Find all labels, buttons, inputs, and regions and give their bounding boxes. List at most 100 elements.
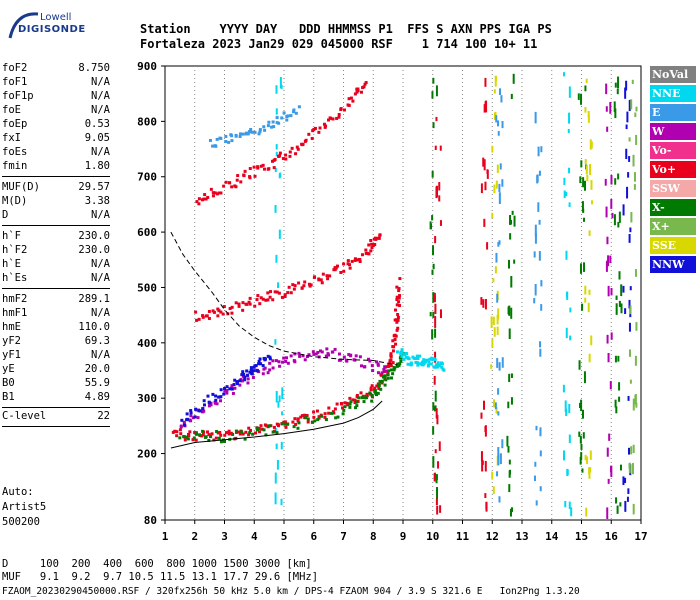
echo-point: [182, 420, 186, 424]
echo-point: [358, 355, 362, 359]
digisonde-arc-icon: [8, 12, 39, 39]
echo-point: [202, 399, 206, 403]
noise-dot: [431, 329, 434, 340]
echo-point: [213, 144, 217, 148]
echo-point: [248, 370, 252, 374]
echo-point: [360, 396, 364, 400]
noise-dot: [630, 212, 633, 223]
noise-dot: [275, 254, 278, 263]
x-tick-label: 17: [634, 530, 647, 543]
legend-item-vo: Vo-: [650, 142, 696, 159]
echo-point: [364, 248, 368, 252]
noise-dot: [627, 395, 630, 401]
noise-dot: [565, 191, 568, 197]
noise-dot: [566, 469, 569, 476]
echo-point: [382, 370, 386, 374]
echo-point: [219, 310, 223, 314]
echo-point: [369, 386, 373, 390]
noise-dot: [563, 72, 566, 77]
noise-dot: [622, 204, 625, 216]
x-tick-label: 2: [191, 530, 198, 543]
echo-point: [277, 360, 281, 364]
echo-point: [355, 258, 359, 262]
echo-point: [171, 430, 175, 434]
noise-dot: [615, 295, 618, 300]
echo-point: [391, 349, 395, 353]
echo-point: [343, 401, 347, 405]
noise-dot: [581, 303, 584, 311]
echo-point: [300, 286, 304, 290]
echo-point: [358, 260, 362, 264]
echo-point: [303, 280, 307, 284]
echo-point: [269, 290, 273, 294]
echo-point: [395, 320, 399, 324]
noise-dot: [628, 349, 631, 357]
noise-dot: [434, 303, 437, 315]
echo-point: [195, 200, 199, 204]
echo-point: [312, 415, 316, 419]
echo-point: [393, 333, 397, 337]
noise-dot: [439, 220, 442, 226]
echo-point: [320, 350, 324, 354]
param-row-clevel: C-level 22: [2, 410, 110, 424]
echo-point: [258, 128, 262, 132]
echo-point: [396, 315, 400, 319]
echo-point: [403, 353, 407, 357]
echo-point: [400, 348, 404, 352]
noise-dot: [534, 461, 537, 467]
echo-point: [205, 314, 209, 318]
echo-point: [257, 132, 261, 136]
echo-point: [364, 81, 368, 85]
echo-point: [262, 428, 266, 432]
echo-point: [228, 307, 232, 311]
echo-point: [273, 157, 277, 161]
echo-point: [246, 377, 250, 381]
echo-point: [400, 351, 404, 355]
echo-point: [215, 430, 219, 434]
noise-dot: [508, 459, 511, 465]
echo-point: [293, 284, 297, 288]
echo-point: [325, 274, 329, 278]
echo-point: [378, 233, 382, 237]
echo-point: [274, 359, 278, 363]
echo-point: [201, 314, 205, 318]
echo-point: [250, 130, 254, 134]
noise-dot: [510, 507, 513, 513]
echo-point: [345, 401, 349, 405]
echo-point: [334, 416, 338, 420]
noise-dot: [497, 120, 500, 127]
echo-point: [189, 414, 193, 418]
y-tick-label: 300: [137, 392, 157, 405]
noise-dot: [635, 322, 638, 331]
echo-point: [359, 391, 363, 395]
noise-dot: [274, 167, 277, 173]
echo-point: [371, 369, 375, 373]
echo-point: [210, 432, 214, 436]
echo-point: [230, 185, 234, 189]
echo-point: [175, 430, 179, 434]
x-tick-label: 9: [400, 530, 407, 543]
noise-dot: [570, 507, 573, 517]
noise-dot: [583, 262, 586, 272]
echo-point: [241, 374, 245, 378]
echo-point: [261, 297, 265, 301]
echo-point: [216, 307, 220, 311]
echo-point: [389, 376, 393, 380]
echo-point: [206, 430, 210, 434]
echo-point: [243, 169, 247, 173]
footer-distance-row: D 100 200 400 600 800 1000 1500 3000 [km…: [2, 558, 312, 570]
noise-dot: [565, 327, 568, 339]
echo-point: [349, 353, 353, 357]
noise-dot: [508, 484, 511, 493]
echo-point: [360, 253, 364, 257]
noise-dot: [485, 100, 488, 113]
noise-dot: [625, 148, 628, 160]
param-value: 29.57: [78, 181, 110, 193]
echo-point: [222, 392, 226, 396]
echo-point: [253, 174, 257, 178]
echo-point: [284, 359, 288, 363]
echo-point: [370, 364, 374, 368]
noise-dot: [509, 215, 512, 225]
param-separator: [2, 225, 110, 226]
echo-point: [373, 386, 377, 390]
